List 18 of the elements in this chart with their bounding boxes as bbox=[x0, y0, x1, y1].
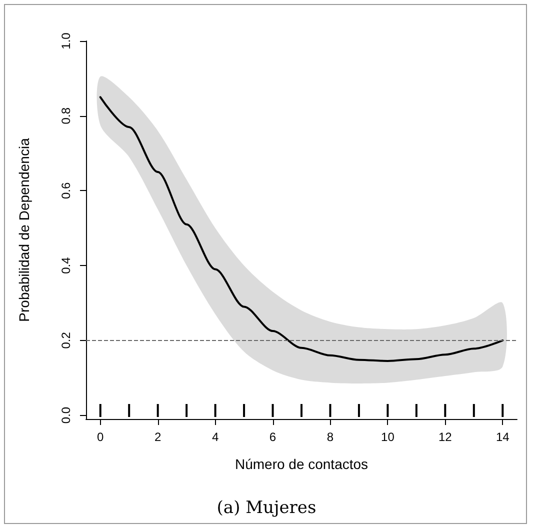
y-tick-label: 0.0 bbox=[59, 406, 73, 424]
y-tick-label: 0.6 bbox=[59, 182, 73, 200]
y-tick-label: 1.0 bbox=[59, 32, 73, 50]
y-tick-label: 0.8 bbox=[59, 107, 73, 124]
x-tick-label: 14 bbox=[496, 430, 510, 444]
text: (a) Mujeres bbox=[216, 498, 318, 518]
y-axis-title: Probabilidad de Dependencia bbox=[16, 138, 32, 322]
line-series bbox=[99, 96, 504, 362]
x-tick-label: 4 bbox=[212, 430, 219, 444]
x-tick-label: 0 bbox=[97, 430, 104, 444]
x-axis-title: Número de contactos bbox=[234, 456, 368, 472]
x-tick-label: 8 bbox=[326, 430, 334, 444]
x-tick-label: 10 bbox=[381, 430, 395, 444]
y-tick-label: 0.4 bbox=[59, 256, 73, 274]
y-tick-label: 0.2 bbox=[59, 332, 73, 349]
x-tick-label: 2 bbox=[154, 430, 162, 444]
x-tick-label: 6 bbox=[269, 430, 276, 444]
x-tick-label: 12 bbox=[438, 430, 452, 444]
